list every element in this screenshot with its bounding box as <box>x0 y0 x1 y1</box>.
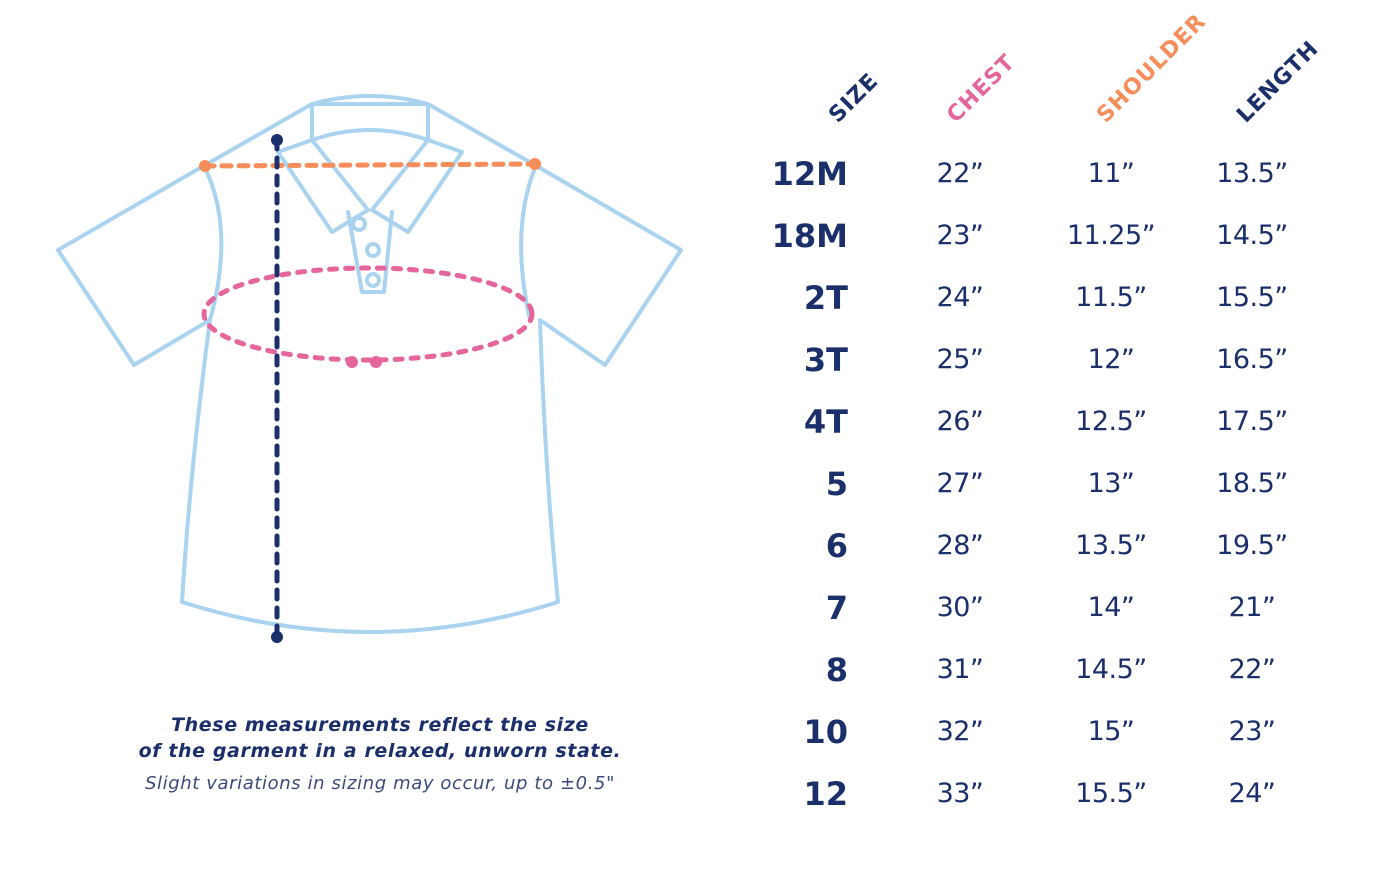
button-1 <box>351 216 367 232</box>
size-cell: 2T <box>803 279 848 317</box>
size-cell: 8 <box>825 651 848 689</box>
size-cell: 3T <box>803 341 848 379</box>
button-2 <box>365 242 381 258</box>
chest-cell: 23” <box>936 220 984 251</box>
length-cell: 21” <box>1228 592 1276 623</box>
shoulder-cell: 14” <box>1087 592 1135 623</box>
length-marker-top <box>271 134 283 146</box>
chest-marker-1 <box>346 356 358 368</box>
length-cell: 23” <box>1228 716 1276 747</box>
shoulder-cell: 12.5” <box>1075 406 1147 437</box>
size-cell: 12M <box>771 155 848 193</box>
shoulder-cell: 14.5” <box>1075 654 1147 685</box>
shoulder-cell: 11.5” <box>1075 282 1147 313</box>
measurement-notes: These measurements reflect the size of t… <box>60 712 700 798</box>
note-line-2: of the garment in a relaxed, unworn stat… <box>138 740 622 762</box>
header-shoulder: SHOULDER <box>1092 9 1212 128</box>
size-cell: 6 <box>825 527 848 565</box>
chest-cell: 25” <box>936 344 984 375</box>
chest-cell: 26” <box>936 406 984 437</box>
placket <box>346 210 394 294</box>
size-cell: 12 <box>803 775 848 813</box>
size-cell: 7 <box>825 589 848 627</box>
chest-cell: 27” <box>936 468 984 499</box>
note-line-1: These measurements reflect the size <box>171 714 589 736</box>
length-cell: 15.5” <box>1216 282 1288 313</box>
header-size: SIZE <box>824 68 884 128</box>
length-cell: 17.5” <box>1216 406 1288 437</box>
size-cell: 5 <box>825 465 848 503</box>
right-armhole <box>519 166 537 322</box>
chest-cell: 30” <box>936 592 984 623</box>
size-cell: 4T <box>803 403 848 441</box>
chest-cell: 28” <box>936 530 984 561</box>
shoulder-cell: 13.5” <box>1075 530 1147 561</box>
shoulder-cell: 11” <box>1087 158 1135 189</box>
length-cell: 22” <box>1228 654 1276 685</box>
chest-cell: 22” <box>936 158 984 189</box>
length-cell: 13.5” <box>1216 158 1288 189</box>
polo-shirt-diagram <box>56 94 683 643</box>
length-cell: 19.5” <box>1216 530 1288 561</box>
shoulder-cell: 15” <box>1087 716 1135 747</box>
chest-cell: 32” <box>936 716 984 747</box>
size-cell: 10 <box>803 713 848 751</box>
shoulder-cell: 11.25” <box>1066 220 1156 251</box>
collar-left <box>276 138 370 234</box>
length-cell: 18.5” <box>1216 468 1288 499</box>
chest-cell: 24” <box>936 282 984 313</box>
length-cell: 16.5” <box>1216 344 1288 375</box>
shoulder-cell: 13” <box>1087 468 1135 499</box>
shoulder-marker-right <box>529 158 541 170</box>
shoulder-cell: 15.5” <box>1075 778 1147 809</box>
length-cell: 24” <box>1228 778 1276 809</box>
chest-cell: 31” <box>936 654 984 685</box>
collar-right <box>370 138 464 234</box>
chest-cell: 33” <box>936 778 984 809</box>
shoulder-cell: 12” <box>1087 344 1135 375</box>
note-line-3: Slight variations in sizing may occur, u… <box>145 773 615 794</box>
shirt-body-outline <box>56 102 683 634</box>
header-chest: CHEST <box>942 49 1021 129</box>
length-marker-bottom <box>271 631 283 643</box>
chest-marker-2 <box>370 356 382 368</box>
size-cell: 18M <box>771 217 848 255</box>
chest-measure-line <box>201 265 535 363</box>
shoulder-marker-left <box>199 160 211 172</box>
shoulder-measure-line <box>202 161 538 169</box>
length-cell: 14.5” <box>1216 220 1288 251</box>
header-length: LENGTH <box>1232 36 1324 128</box>
button-3 <box>365 272 381 288</box>
